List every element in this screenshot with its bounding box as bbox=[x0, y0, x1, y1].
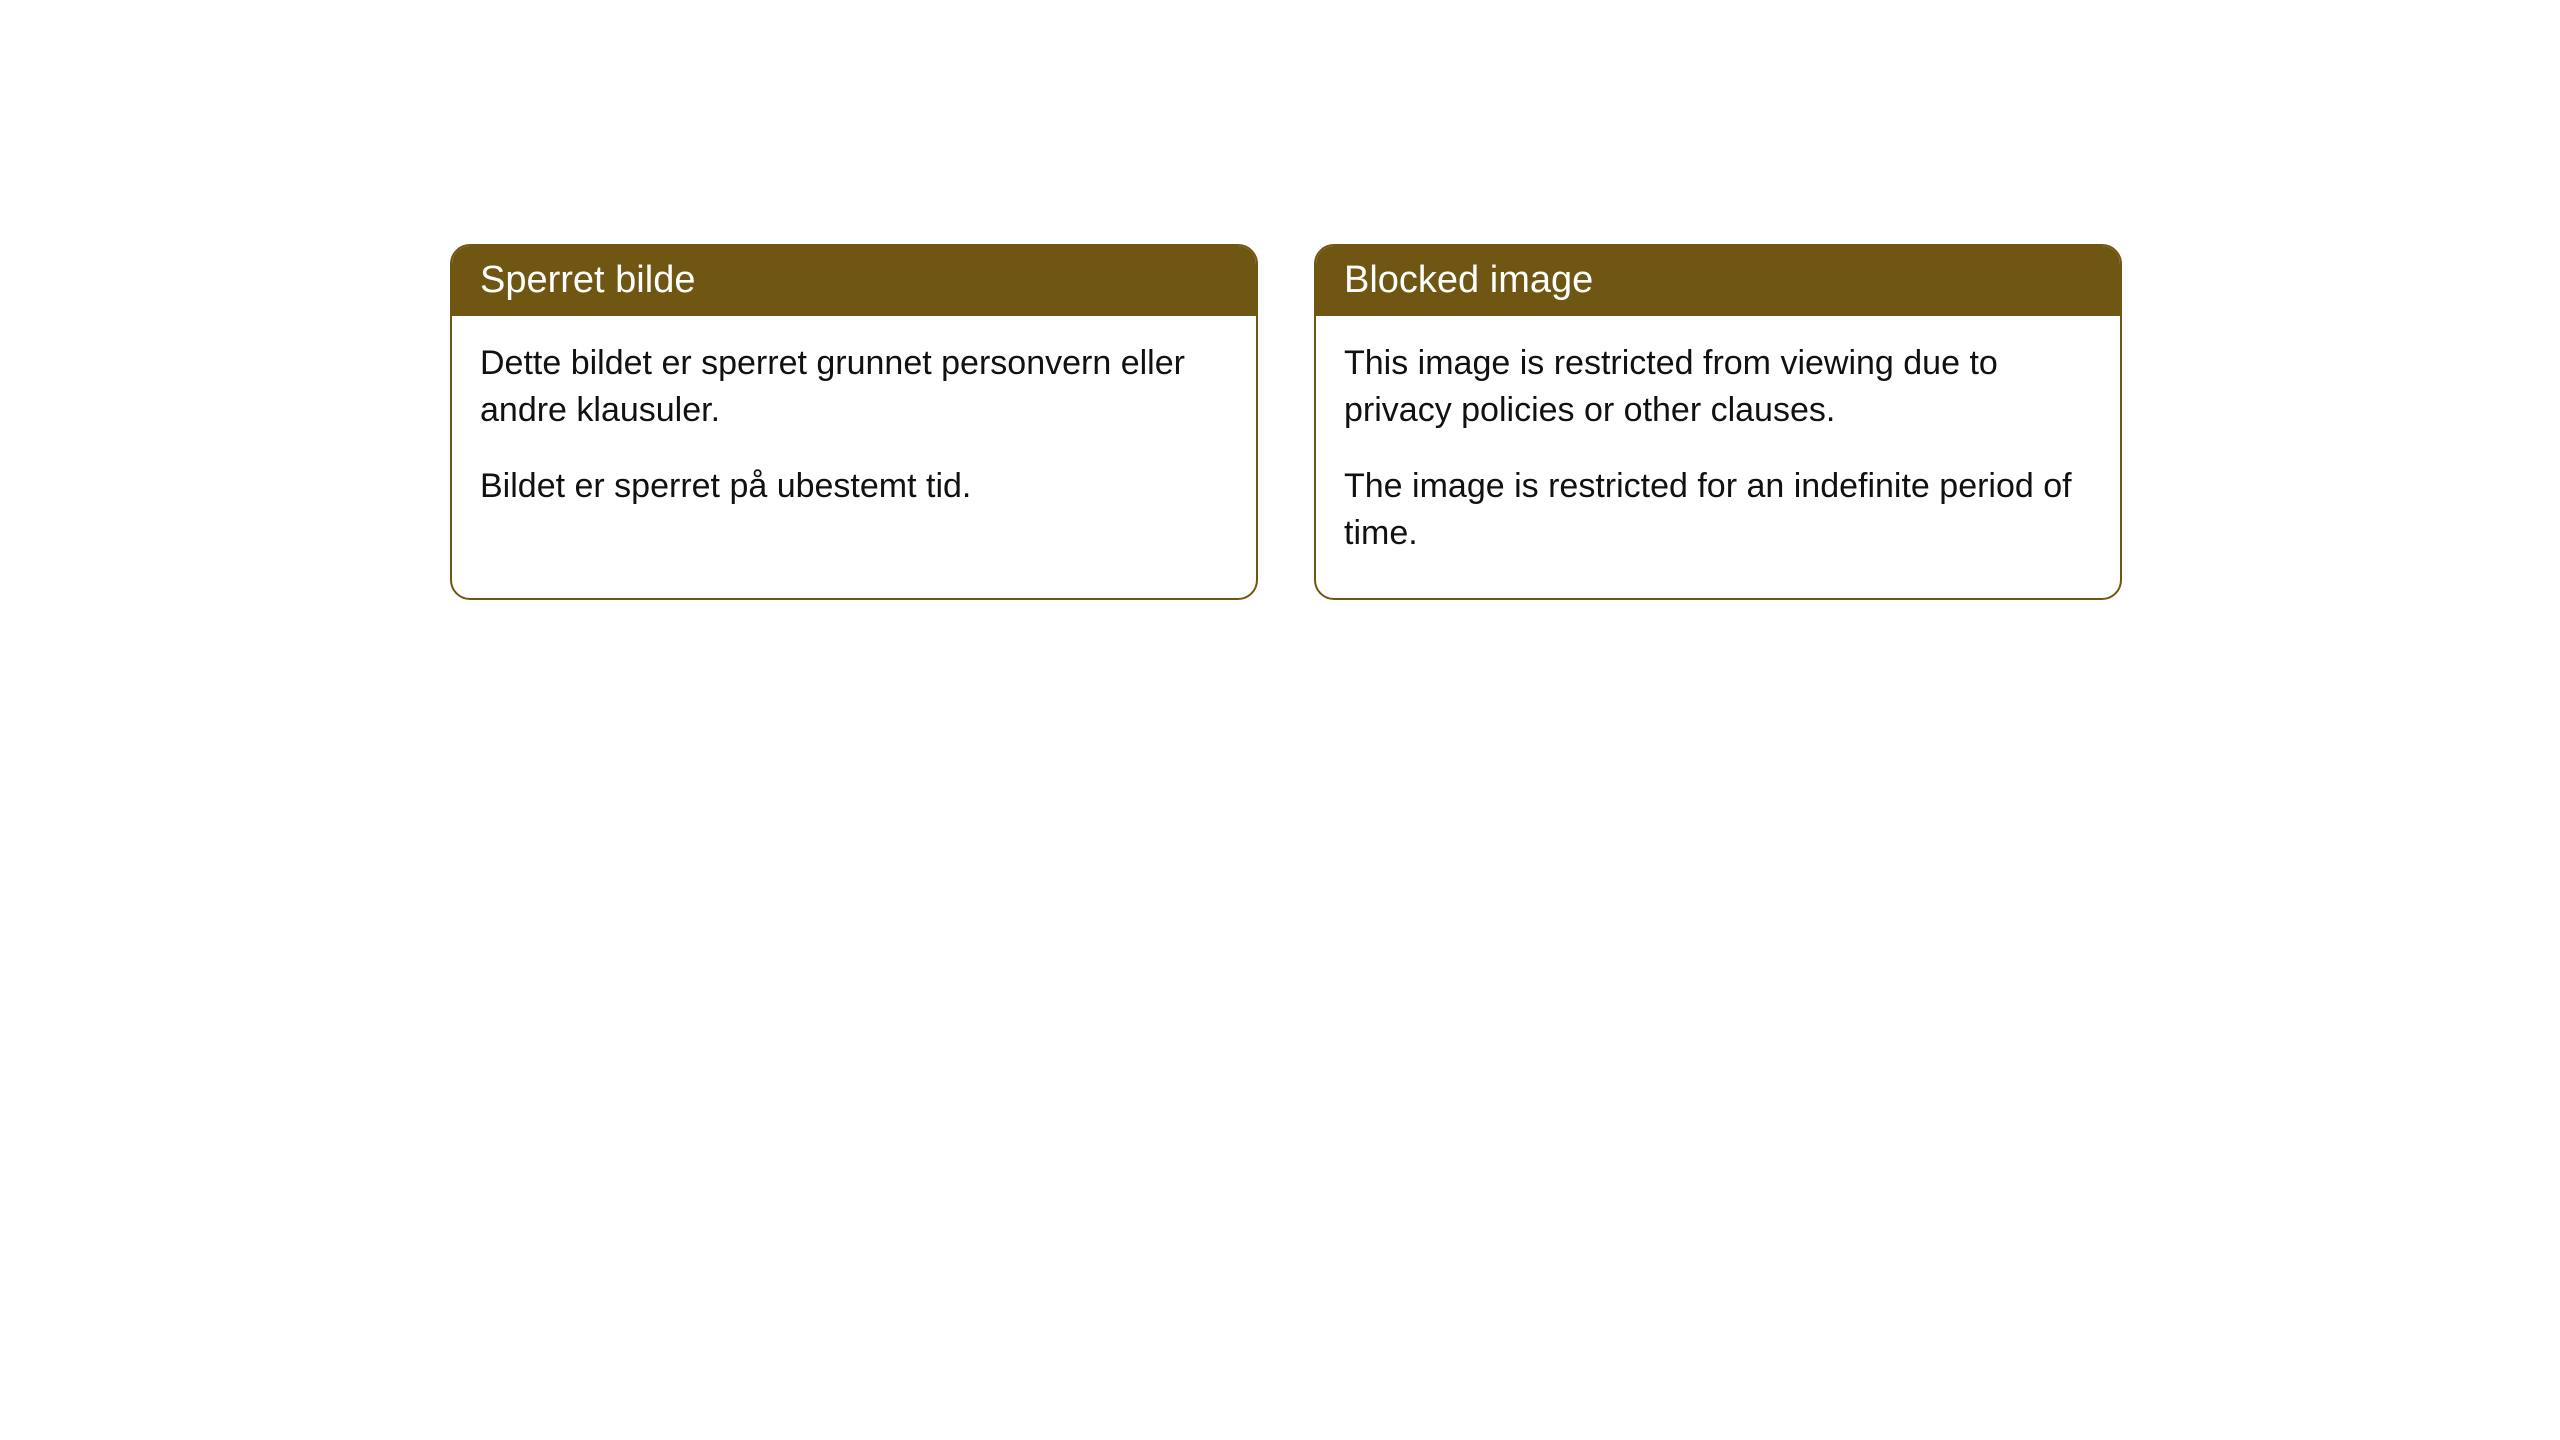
card-title: Blocked image bbox=[1316, 246, 2120, 316]
card-title: Sperret bilde bbox=[452, 246, 1256, 316]
notice-card-norwegian: Sperret bilde Dette bildet er sperret gr… bbox=[450, 244, 1258, 600]
card-body: This image is restricted from viewing du… bbox=[1316, 316, 2120, 598]
card-paragraph: Dette bildet er sperret grunnet personve… bbox=[480, 340, 1228, 435]
card-paragraph: The image is restricted for an indefinit… bbox=[1344, 463, 2092, 558]
notice-card-english: Blocked image This image is restricted f… bbox=[1314, 244, 2122, 600]
card-body: Dette bildet er sperret grunnet personve… bbox=[452, 316, 1256, 551]
notice-container: Sperret bilde Dette bildet er sperret gr… bbox=[0, 0, 2560, 600]
card-paragraph: Bildet er sperret på ubestemt tid. bbox=[480, 463, 1228, 511]
card-paragraph: This image is restricted from viewing du… bbox=[1344, 340, 2092, 435]
